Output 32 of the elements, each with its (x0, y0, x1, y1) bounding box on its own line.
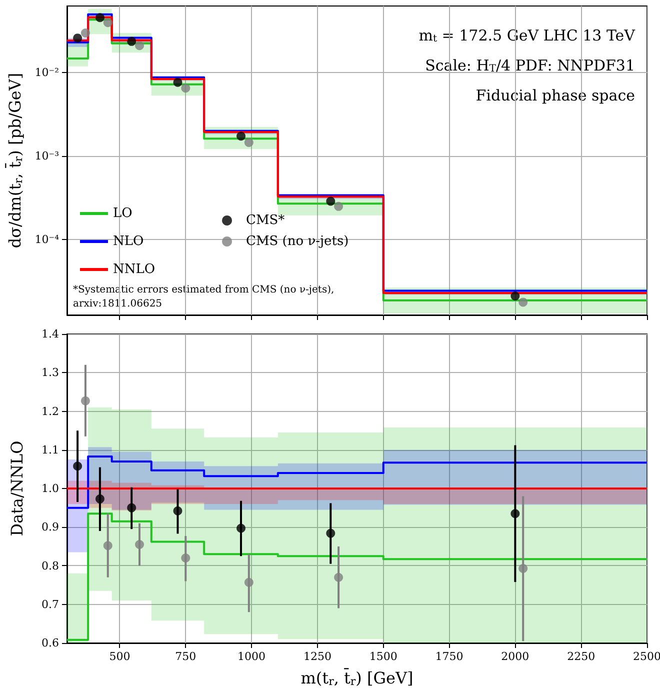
legend-label: NLO (113, 234, 144, 249)
y-tick-label: 0.6 (42, 636, 59, 650)
y-tick-label: 10⁻³ (34, 150, 59, 163)
y-axis-title: dσ/dm(tr, t̄r) [pb/GeV] (4, 72, 25, 248)
y-tick-label: 0.8 (42, 559, 59, 572)
y-tick-label: 1.0 (42, 482, 59, 495)
x-tick-label: 750 (175, 650, 196, 663)
legend-label: CMS* (246, 213, 286, 228)
annotation: Fiducial phase space (476, 86, 636, 104)
x-tick-label: 2500 (633, 650, 660, 663)
x-axis-title: m(tr, t̄r) [GeV] (300, 668, 414, 688)
x-tick-label: 500 (109, 650, 130, 663)
legend-label: LO (113, 206, 132, 221)
x-tick-label: 1750 (435, 650, 464, 663)
x-tick-label: 1250 (303, 650, 332, 663)
x-tick-label: 2000 (501, 650, 530, 663)
legend-label: CMS (no ν-jets) (246, 234, 349, 249)
y-tick-label: 0.7 (42, 598, 59, 611)
x-tick-label: 1000 (238, 650, 266, 663)
y-axis-title: Data/NNLO (8, 440, 26, 536)
x-tick-label: 1500 (369, 650, 398, 663)
y-tick-label: 1.1 (42, 443, 59, 456)
legend-label: NNLO (113, 262, 156, 277)
annotation: Scale: HT/4 PDF: NNPDF31 (425, 56, 636, 74)
annotation: *Systematic errors estimated from CMS (no ν-jets), arxiv:1811.06625 (73, 284, 334, 310)
y-tick-label: 1.2 (42, 404, 59, 418)
y-tick-label: 1.4 (42, 328, 59, 340)
y-tick-label: 0.9 (42, 520, 59, 534)
x-tick-label: 2250 (567, 650, 596, 663)
y-tick-label: 10⁻² (34, 66, 59, 80)
y-tick-label: 1.3 (42, 366, 59, 380)
y-tick-label: 10⁻⁴ (34, 233, 60, 246)
